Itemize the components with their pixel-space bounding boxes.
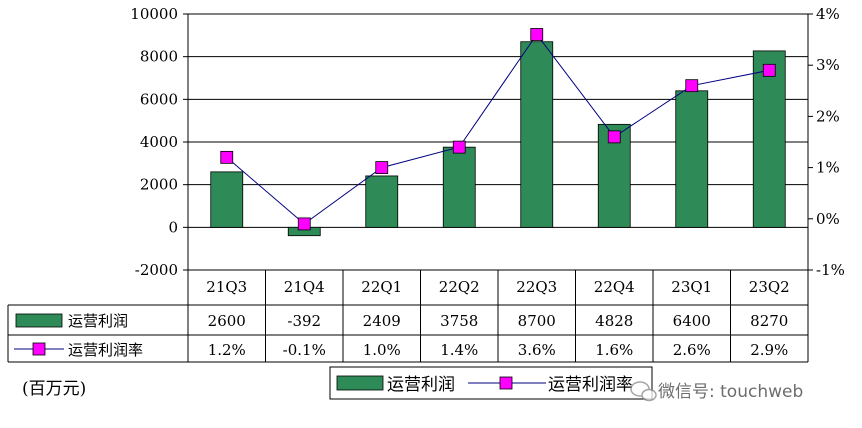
category-label: 23Q1: [671, 278, 712, 296]
legend: 运营利润 运营利润率: [329, 366, 653, 400]
left-tick-label: 8000: [140, 48, 178, 66]
bar-value-label: 8270: [750, 312, 788, 330]
line-series: [220, 28, 776, 231]
bar-value-label: 2409: [363, 312, 401, 330]
line-value-label: 1.0%: [363, 341, 401, 359]
legend-key-bar: [336, 375, 384, 391]
table-row-label-bar: 运营利润: [68, 312, 128, 330]
category-label: 22Q1: [361, 278, 402, 296]
bar: [210, 171, 244, 228]
watermark-text: 微信号: touchweb: [658, 382, 803, 402]
bar-value-label: 4828: [595, 312, 633, 330]
line-marker: [685, 79, 699, 93]
category-label: 21Q4: [284, 278, 325, 296]
bar: [365, 175, 399, 228]
category-label: 23Q2: [749, 278, 790, 296]
line-value-label: 1.6%: [595, 341, 633, 359]
watermark: 微信号: touchweb: [630, 381, 803, 402]
category-label: 21Q3: [206, 278, 247, 296]
right-tick-label: 0%: [816, 210, 840, 228]
line-marker: [220, 150, 234, 164]
left-tick-label: 4000: [140, 133, 178, 151]
legend-key-marker: [499, 376, 513, 390]
line-marker: [607, 130, 621, 144]
line-marker: [452, 140, 466, 154]
bar-value-label: -392: [287, 312, 321, 330]
bar-series: [210, 41, 786, 237]
right-tick-label: 4%: [816, 5, 840, 23]
line-value-label: 2.6%: [673, 341, 711, 359]
bar: [442, 146, 476, 228]
line-value-label: 1.4%: [440, 341, 478, 359]
table-row-label-line: 运营利润率: [68, 341, 143, 359]
unit-label: (百万元): [22, 379, 86, 399]
bar-value-label: 2600: [208, 312, 246, 330]
bar-value-label: 6400: [673, 312, 711, 330]
line-marker: [530, 28, 544, 41]
gridlines: [188, 13, 808, 271]
axes: -2000 0 2000 4000 6000 8000 10000 -1% 0% 1% 2% 3% 4%: [130, 5, 845, 362]
table-key-marker: [32, 342, 46, 356]
bar: [675, 90, 709, 228]
annotations: (百万元) 微信号: touchweb: [22, 379, 803, 402]
legend-label-bar: 运营利润: [387, 375, 455, 395]
legend-label-line: 运营利润率: [548, 375, 633, 395]
left-tick-label: 6000: [140, 90, 178, 108]
right-tick-label: 2%: [816, 107, 840, 125]
wechat-icon-bubble: [641, 388, 657, 402]
category-label: 22Q4: [594, 278, 635, 296]
category-label: 22Q2: [439, 278, 480, 296]
left-tick-label: -2000: [135, 261, 178, 279]
table-key-bar: [15, 313, 63, 328]
data-table: 21Q3 2600 1.2% 21Q4 -392 -0.1% 22Q1 2409 1.0% 22Q…: [7, 269, 808, 363]
right-tick-label: 3%: [816, 56, 840, 74]
bar: [520, 41, 554, 228]
left-tick-label: 2000: [140, 176, 178, 194]
wechat-icon: [630, 381, 657, 402]
line-value-label: 3.6%: [518, 341, 556, 359]
line-value-label: -0.1%: [283, 341, 326, 359]
right-tick-label: -1%: [816, 261, 845, 279]
line-marker: [375, 161, 389, 175]
line-marker: [762, 63, 776, 77]
bar-value-label: 8700: [518, 312, 556, 330]
line-value-label: 2.9%: [750, 341, 788, 359]
bar: [752, 50, 786, 228]
line-path: [226, 33, 770, 225]
bar-value-label: 3758: [440, 312, 478, 330]
left-tick-label: 0: [168, 218, 178, 236]
right-tick-label: 1%: [816, 159, 840, 177]
line-value-label: 1.2%: [208, 341, 246, 359]
category-label: 22Q3: [516, 278, 557, 296]
left-tick-label: 10000: [130, 5, 178, 23]
line-marker: [297, 217, 311, 231]
